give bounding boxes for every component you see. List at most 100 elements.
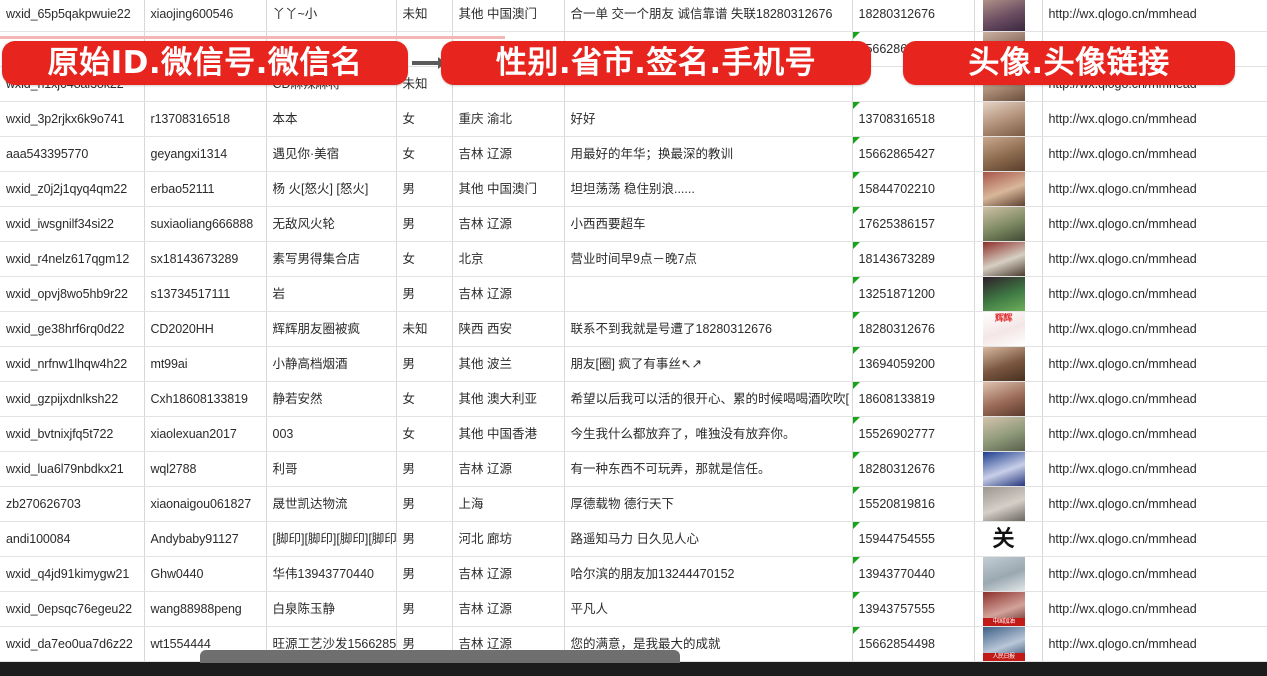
region-cell[interactable]: 其他 中国澳门 [452,0,565,32]
table-row[interactable]: wxid_3p2rjkx6k9o741 r13708316518 本本 女 重庆 渝北 好… [0,101,1267,137]
wxid-cell[interactable]: mt99ai [144,346,267,382]
phone-cell[interactable]: 15844702210 [852,171,975,207]
wxid-cell[interactable]: r13708316518 [144,101,267,137]
origid-cell[interactable]: aaa543395770 [0,136,145,172]
table-row[interactable]: wxid_0epsqc76egeu22 wang88988peng 白泉陈玉静 男 吉林… [0,591,1267,627]
gender-cell[interactable]: 未知 [396,311,453,347]
wxname-cell[interactable]: 华伟13943770440 [266,556,397,592]
origid-cell[interactable]: wxid_65p5qakpwuie22 [0,0,145,32]
wxname-cell[interactable]: 小静高档烟酒 [266,346,397,382]
avatar-cell[interactable]: 辉辉 [974,311,1043,347]
avatar-cell[interactable]: 关 [974,521,1043,557]
gender-cell[interactable]: 男 [396,591,453,627]
table-row[interactable]: wxid_q4jd91kimygw21 Ghw0440 华伟13943770440 男… [0,556,1267,592]
link-cell[interactable]: http://wx.qlogo.cn/mmhead [1042,591,1267,627]
wxname-cell[interactable]: 素写男得集合店 [266,241,397,277]
avatar-cell[interactable] [974,101,1043,137]
region-cell[interactable]: 其他 波兰 [452,346,565,382]
avatar-cell[interactable] [974,241,1043,277]
avatar-cell[interactable] [974,136,1043,172]
sign-cell[interactable]: 今生我什么都放弃了，唯独没有放弃你。 [564,416,853,452]
sign-cell[interactable]: 厚德载物 德行天下 [564,486,853,522]
sign-cell[interactable]: 联系不到我就是号遭了18280312676 [564,311,853,347]
origid-cell[interactable]: wxid_lua6l79nbdkx21 [0,451,145,487]
wxname-cell[interactable]: 无敌风火轮 [266,206,397,242]
phone-cell[interactable]: 15662865427 [852,136,975,172]
avatar-cell[interactable]: 中国加油 [974,591,1043,627]
link-cell[interactable]: http://wx.qlogo.cn/mmhead [1042,276,1267,312]
horizontal-scrollbar[interactable] [0,650,1267,676]
table-row[interactable]: wxid_iwsgnilf34si22 suxiaoliang666888 无敌风火… [0,206,1267,242]
origid-cell[interactable]: wxid_da7eo0ua7d6z22 [0,626,145,662]
phone-cell[interactable] [852,661,975,662]
origid-cell[interactable]: zb270626703 [0,486,145,522]
table-row[interactable]: wxid_z0j2j1qyq4qm22 erbao52111 杨 火[怒火] [怒火… [0,171,1267,207]
phone-cell[interactable]: 13251871200 [852,276,975,312]
avatar-cell[interactable] [974,486,1043,522]
horizontal-scrollbar-thumb[interactable] [200,650,680,663]
wxid-cell[interactable]: wang88988peng [144,591,267,627]
region-cell[interactable]: 北京 [452,241,565,277]
wxname-cell[interactable]: 杨 火[怒火] [怒火] [266,171,397,207]
region-cell[interactable]: 其他 中国澳门 [452,171,565,207]
wxname-cell[interactable]: 静若安然 [266,381,397,417]
phone-cell[interactable]: 13943757555 [852,591,975,627]
link-cell[interactable]: http://wx.qlogo.cn/mmhead [1042,556,1267,592]
sign-cell[interactable]: 合一单 交一个朋友 诚信靠谱 失联18280312676 [564,0,853,32]
wxid-cell[interactable]: geyangxi1314 [144,136,267,172]
wxname-cell[interactable]: [脚印][脚印][脚印][脚印 [266,521,397,557]
table-row[interactable]: wxid_gzpijxdnlksh22 Cxh18608133819 静若安然 女 其他… [0,381,1267,417]
origid-cell[interactable]: wxid_r4nelz617qgm12 [0,241,145,277]
link-cell[interactable]: http://wx.qlogo.cn/mmhead [1042,381,1267,417]
link-cell[interactable]: http://wx.qlogo.cn/mmhead [1042,346,1267,382]
wxname-cell[interactable]: 003 [266,416,397,452]
region-cell[interactable]: 吉林 辽源 [452,591,565,627]
gender-cell[interactable]: 未知 [396,0,453,32]
origid-cell[interactable]: wxid_z0j2j1qyq4qm22 [0,171,145,207]
phone-cell[interactable]: 13708316518 [852,101,975,137]
table-row[interactable]: zb270626703 xiaonaigou061827 晟世凯达物流 男 上海 厚德载物… [0,486,1267,522]
link-cell[interactable]: http://wx.qlogo.cn/mmhead [1042,241,1267,277]
region-cell[interactable]: 吉林 辽源 [452,556,565,592]
wxid-cell[interactable]: Ghw0440 [144,556,267,592]
sign-cell[interactable]: 营业时间早9点－晚7点 [564,241,853,277]
table-row[interactable]: wxid_lua6l79nbdkx21 wql2788 利哥 男 吉林 辽源 有一种东西不… [0,451,1267,487]
origid-cell[interactable]: andi100084 [0,521,145,557]
gender-cell[interactable]: 男 [396,451,453,487]
gender-cell[interactable]: 男 [396,486,453,522]
region-cell[interactable]: 其他 澳大利亚 [452,381,565,417]
table-row[interactable]: wxid_ge38hrf6rq0d22 CD2020HH 辉辉朋友圈被疯 未知 陕西 西… [0,311,1267,347]
phone-cell[interactable]: 18280312676 [852,0,975,32]
sign-cell[interactable]: 用最好的年华；换最深的教训 [564,136,853,172]
link-cell[interactable]: http://wx.qlogo.cn/mmhead [1042,451,1267,487]
sign-cell[interactable]: 有一种东西不可玩弄，那就是信任。 [564,451,853,487]
table-row[interactable]: wxid_da7eo0ua7d6z22 wt1554444 旺源工艺沙发156628… [0,626,1267,662]
gender-cell[interactable]: 男 [396,346,453,382]
origid-cell[interactable]: wxid_iwsgnilf34si22 [0,206,145,242]
origid-cell[interactable] [0,661,145,662]
table-row[interactable]: wxid_opvj8wo5hb9r22 s13734517111 岩 男 吉林 辽源 13… [0,276,1267,312]
phone-cell[interactable]: 18143673289 [852,241,975,277]
phone-cell[interactable]: 15520819816 [852,486,975,522]
sign-cell[interactable]: 平凡人 [564,591,853,627]
gender-cell[interactable]: 男 [396,556,453,592]
table-row[interactable]: wxid_65p5qakpwuie22 xiaojing600546 丫丫~小 未知 其… [0,0,1267,32]
phone-cell[interactable]: 17625386157 [852,206,975,242]
avatar-cell[interactable] [974,661,1043,662]
table-row[interactable]: andi100084 Andybaby91127 [脚印][脚印][脚印][脚印男 河… [0,521,1267,557]
phone-cell[interactable]: 18280312676 [852,451,975,487]
sign-cell[interactable]: 好好 [564,101,853,137]
link-cell[interactable]: http://wx.qlogo.cn/mmhead [1042,0,1267,32]
link-cell[interactable]: http://wx.qlogo.cn/mmhead [1042,416,1267,452]
spreadsheet-viewport[interactable]: wxid_65p5qakpwuie22 xiaojing600546 丫丫~小 未知其… [0,0,1267,662]
region-cell[interactable]: 吉林 辽源 [452,276,565,312]
phone-cell[interactable]: 13694059200 [852,346,975,382]
wxid-cell[interactable]: sx18143673289 [144,241,267,277]
avatar-cell[interactable] [974,276,1043,312]
avatar-cell[interactable] [974,346,1043,382]
wxname-cell[interactable]: 白泉陈玉静 [266,591,397,627]
link-cell[interactable]: http://wx.qlogo.cn/mmhead [1042,171,1267,207]
origid-cell[interactable]: wxid_gzpijxdnlksh22 [0,381,145,417]
wxid-cell[interactable]: CD2020HH [144,311,267,347]
wxid-cell[interactable]: wql2788 [144,451,267,487]
